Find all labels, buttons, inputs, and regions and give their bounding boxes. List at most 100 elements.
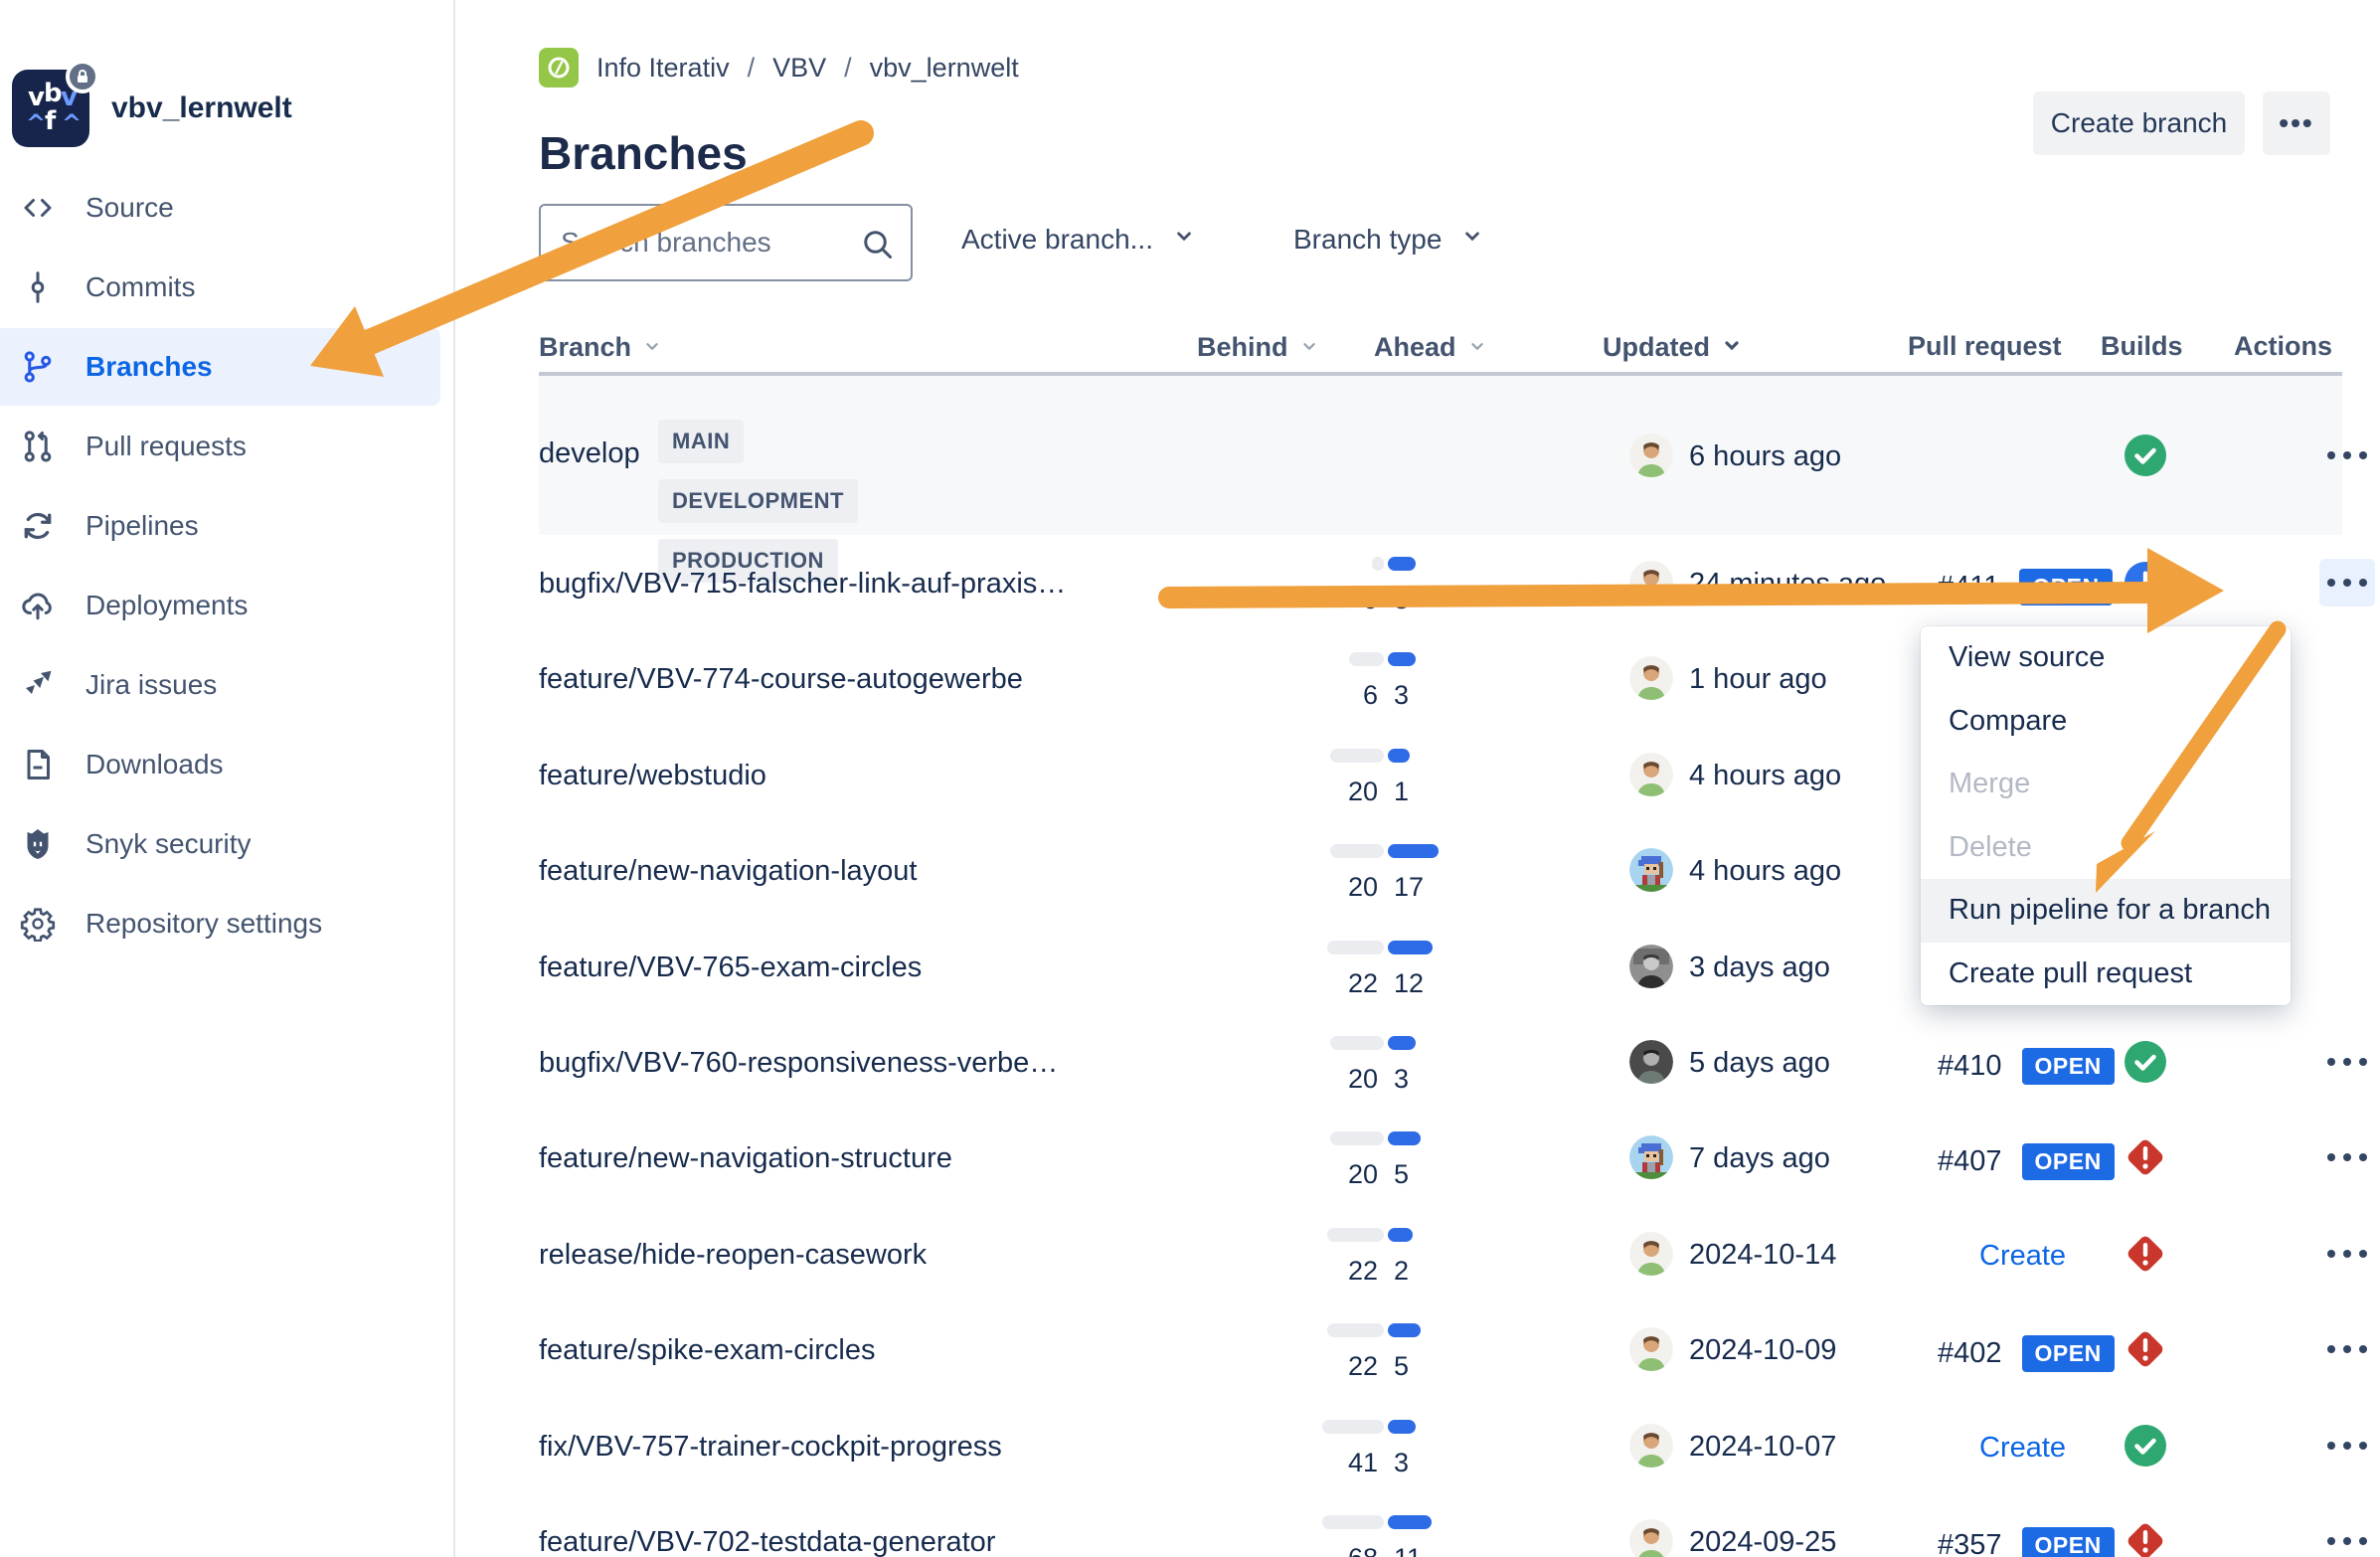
branch-link[interactable]: bugfix/VBV-760-responsiveness-verbe… [539, 1046, 1059, 1079]
table-row-develop: develop MAIN DEVELOPMENT PRODUCTION 6 hour… [539, 376, 2367, 583]
branch-link[interactable]: feature/new-navigation-structure [539, 1142, 952, 1175]
updated-time: 6 hours ago [1689, 440, 1842, 472]
table-row: feature/spike-exam-circles 22 5 2024-10-09 #… [539, 1301, 2367, 1397]
row-actions-button[interactable] [2319, 1517, 2375, 1557]
sidebar-item-label: Deployments [85, 590, 249, 620]
sort-chevron-icon [1466, 333, 1488, 364]
sort-chevron-icon [1298, 333, 1320, 364]
pull-request-link[interactable]: #410 [1938, 1049, 2002, 1082]
table-row: bugfix/VBV-760-responsiveness-verbe… 20 3 5… [539, 1014, 2367, 1110]
column-header-behind[interactable]: Behind [1197, 331, 1320, 364]
branch-link[interactable]: feature/VBV-702-testdata-generator [539, 1525, 996, 1557]
row-actions-button[interactable] [2319, 1038, 2375, 1086]
ahead-bar [1388, 1514, 1432, 1529]
breadcrumb-project[interactable]: VBV [772, 52, 827, 83]
row-actions-button[interactable] [2319, 559, 2375, 606]
snyk-icon [20, 826, 56, 862]
sidebar-item-repository-settings[interactable]: Repository settings [0, 885, 455, 962]
pr-status-badge[interactable]: OPEN [2021, 1335, 2115, 1373]
pull-request-link[interactable]: #407 [1938, 1145, 2002, 1178]
row-actions-button[interactable] [2319, 1230, 2375, 1278]
sidebar-item-source[interactable]: Source [0, 169, 455, 247]
sidebar-item-commits[interactable]: Commits [0, 249, 455, 326]
branch-link[interactable]: feature/VBV-774-course-autogewerbe [539, 663, 1023, 696]
branch-icon [20, 349, 56, 385]
branch-link[interactable]: release/hide-reopen-casework [539, 1238, 928, 1271]
behind-count: 20 [1347, 1159, 1378, 1190]
sidebar-item-label: Commits [85, 271, 196, 302]
branch-link[interactable]: develop [539, 437, 640, 469]
branch-link[interactable]: feature/VBV-765-exam-circles [539, 951, 923, 983]
sidebar-item-pull-requests[interactable]: Pull requests [0, 408, 455, 485]
page-more-actions-button[interactable]: ••• [2263, 91, 2330, 155]
behind-bar [1372, 557, 1384, 571]
column-header-updated[interactable]: Updated [1603, 331, 1744, 364]
row-actions-button[interactable] [2319, 1133, 2375, 1181]
column-header-actions: Actions [2234, 331, 2333, 361]
create-pull-request-link[interactable]: Create [1979, 1431, 2067, 1464]
table-row: release/hide-reopen-casework 22 2 2024-10-1… [539, 1206, 2367, 1301]
column-header-ahead[interactable]: Ahead [1374, 331, 1488, 364]
pull-request-link[interactable]: #411 [1938, 571, 2000, 603]
build-status-success-icon[interactable] [2125, 1424, 2166, 1467]
branch-link[interactable]: feature/webstudio [539, 759, 766, 791]
build-status-failed-icon[interactable] [2125, 1136, 2166, 1178]
ellipsis-icon [2327, 1536, 2367, 1545]
workspace-avatar-icon[interactable] [539, 48, 579, 87]
row-actions-button[interactable] [2319, 1325, 2375, 1373]
deployments-icon [20, 588, 56, 623]
breadcrumb-repo[interactable]: vbv_lernwelt [869, 52, 1019, 83]
menu-item-run-pipeline-for-a-branch[interactable]: Run pipeline for a branch [1921, 879, 2291, 943]
behind-bar [1330, 748, 1384, 763]
behind-count: 68 [1348, 1543, 1378, 1557]
sidebar-item-deployments[interactable]: Deployments [0, 567, 455, 644]
branch-link[interactable]: feature/spike-exam-circles [539, 1334, 876, 1367]
source-icon [20, 190, 56, 226]
branch-type-filter[interactable]: Branch type [1293, 223, 1485, 256]
breadcrumb-workspace[interactable]: Info Iterativ [596, 52, 730, 83]
build-status-success-icon[interactable] [2125, 434, 2166, 476]
row-actions-button[interactable] [2319, 432, 2375, 479]
ahead-bar [1388, 844, 1439, 859]
pr-status-badge[interactable]: OPEN [2021, 1526, 2115, 1557]
build-status-failed-icon[interactable] [2125, 1233, 2166, 1275]
pr-status-badge[interactable]: OPEN [2019, 569, 2113, 606]
menu-item-view-source[interactable]: View source [1949, 641, 2106, 674]
pull-request-link[interactable]: #402 [1938, 1337, 2002, 1370]
sidebar-item-pipelines[interactable]: Pipelines [0, 487, 455, 565]
create-pull-request-link[interactable]: Create [1979, 1239, 2067, 1272]
sidebar-item-snyk-security[interactable]: Snyk security [0, 805, 455, 883]
branch-link[interactable]: bugfix/VBV-715-falscher-link-auf-praxis… [539, 568, 1067, 600]
sidebar-item-jira-issues[interactable]: Jira issues [0, 646, 455, 724]
menu-item-compare[interactable]: Compare [1949, 704, 2068, 737]
search-input[interactable] [559, 206, 857, 279]
sidebar-item-branches[interactable]: Branches [0, 328, 440, 406]
create-branch-button[interactable]: Create branch [2033, 91, 2245, 155]
active-branches-filter[interactable]: Active branch... [961, 223, 1197, 256]
behind-count: 20 [1347, 1063, 1378, 1094]
build-status-inprogress-icon[interactable] [2125, 562, 2166, 604]
build-status-failed-icon[interactable] [2125, 1328, 2166, 1370]
behind-count: 22 [1347, 1351, 1378, 1382]
pr-status-badge[interactable]: OPEN [2021, 1143, 2115, 1181]
menu-item-create-pull-request[interactable]: Create pull request [1949, 956, 2193, 989]
column-header-branch[interactable]: Branch [539, 331, 663, 364]
breadcrumb-separator: / [844, 52, 852, 83]
sidebar-item-downloads[interactable]: Downloads [0, 726, 455, 803]
branch-link[interactable]: fix/VBV-757-trainer-cockpit-progress [539, 1430, 1002, 1463]
build-status-success-icon[interactable] [2125, 1040, 2166, 1083]
behind-bar [1349, 652, 1384, 667]
breadcrumb: Info Iterativ / VBV / vbv_lernwelt [539, 48, 1019, 87]
pr-status-badge[interactable]: OPEN [2021, 1047, 2115, 1085]
column-header-pull-request: Pull request [1908, 331, 2062, 361]
row-actions-button[interactable] [2319, 1422, 2375, 1470]
branch-link[interactable]: feature/new-navigation-layout [539, 855, 918, 888]
repo-name: vbv_lernwelt [111, 91, 292, 124]
row-actions-context-menu: View source Compare Merge Delete Run pipelin… [1921, 626, 2291, 1005]
commits-icon [20, 269, 56, 305]
build-status-failed-icon[interactable] [2125, 1520, 2166, 1557]
pull-request-link[interactable]: #357 [1938, 1528, 2002, 1557]
behind-bar [1322, 1514, 1384, 1529]
repo-avatar[interactable]: v b v ^ f ^ [12, 60, 99, 147]
